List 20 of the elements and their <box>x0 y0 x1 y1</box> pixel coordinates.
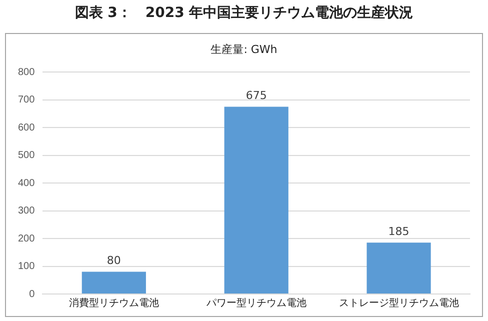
data-label: 675 <box>246 89 267 102</box>
bar <box>82 272 146 294</box>
bar <box>224 106 288 294</box>
chart-title: 図表 3： 2023 年中国主要リチウム電池の生産状況 <box>74 4 414 22</box>
data-label: 185 <box>388 225 410 238</box>
y-tick-label: 300 <box>18 206 36 216</box>
y-tick-label: 700 <box>18 94 36 106</box>
y-tick-label: 500 <box>18 150 36 161</box>
x-tick-label: 消費型リチウム電池 <box>68 296 159 309</box>
bar <box>366 242 431 294</box>
data-label: 80 <box>106 254 121 268</box>
y-tick-label: 800 <box>18 66 36 78</box>
x-tick-label: パワー型リチウム電池 <box>205 296 306 309</box>
y-tick-label: 600 <box>18 122 36 134</box>
y-tick-label: 200 <box>18 233 36 244</box>
y-tick-label: 0 <box>29 288 36 300</box>
y-tick-label: 400 <box>18 178 36 189</box>
text: 生産量: GWh <box>210 42 278 57</box>
y-tick-label: 100 <box>18 261 36 272</box>
x-tick-label: ストレージ型リチウム電池 <box>338 296 459 309</box>
